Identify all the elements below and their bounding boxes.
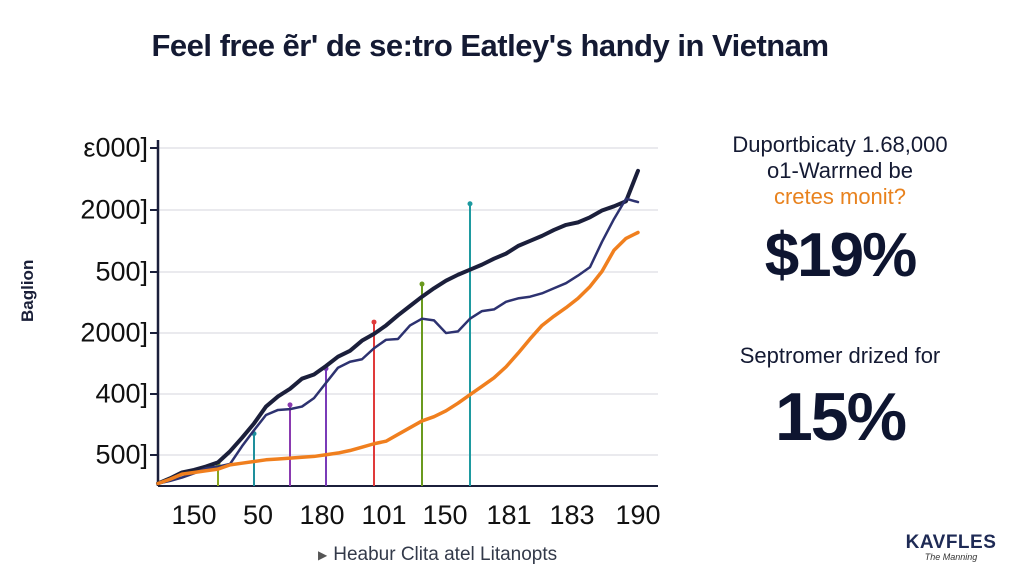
y-tick-label-3: 2000] bbox=[80, 317, 148, 348]
big-stat-value-2: 15% bbox=[774, 379, 907, 455]
series-line-0 bbox=[156, 168, 640, 486]
series-line-2 bbox=[156, 230, 640, 486]
y-tick-label-0: ε000] bbox=[83, 132, 148, 163]
stat-heading-line-2: o1-Warrned be bbox=[767, 158, 913, 183]
series-line-1 bbox=[156, 197, 640, 485]
y-tick-label-1: 2000] bbox=[80, 194, 148, 225]
x-tick-label-0: 150 bbox=[171, 500, 217, 530]
stat-heading-line-1: Duportbicaty 1.68,000 bbox=[732, 132, 948, 157]
brand-logo: KAVFLES The Manning bbox=[896, 532, 1006, 562]
legend: ▶ Heabur Clita atel Litanopts bbox=[318, 544, 557, 566]
drop-line-marker-4 bbox=[371, 319, 377, 325]
x-tick-label-1: 50 bbox=[242, 500, 274, 530]
x-tick-label-3: 101 bbox=[361, 500, 407, 530]
x-tick-label-4: 150 bbox=[422, 500, 468, 530]
logo-mark: KAVFLES bbox=[905, 532, 997, 553]
stat-heading-line-3: cretes monit? bbox=[773, 184, 907, 209]
x-tick-label-5: 181 bbox=[486, 500, 532, 530]
y-axis-label: Baglion bbox=[18, 259, 37, 322]
logo-tagline: The Manning bbox=[924, 552, 978, 562]
stat-subheading-2: Septromer drized for bbox=[739, 343, 941, 368]
drop-line-marker-2 bbox=[287, 402, 293, 408]
y-tick-label-4: 400] bbox=[95, 378, 148, 409]
drop-line-marker-5 bbox=[419, 281, 425, 287]
stats-panel: Duportbicaty 1.68,000 o1-Warrned be cret… bbox=[690, 132, 990, 210]
chart-title: Feel free ẽr' de se:tro Eatley's handy i… bbox=[151, 28, 829, 63]
y-tick-label-2: 500] bbox=[95, 256, 148, 287]
big-stat-value-1: $19% bbox=[764, 221, 918, 290]
x-tick-label-6: 183 bbox=[549, 500, 595, 530]
drop-line-marker-6 bbox=[467, 201, 473, 207]
x-tick-label-7: 190 bbox=[615, 500, 661, 530]
play-triangle-icon: ▶ bbox=[318, 548, 328, 562]
y-tick-label-5: 500] bbox=[95, 439, 148, 470]
legend-text: Heabur Clita atel Litanopts bbox=[333, 544, 558, 565]
x-tick-label-2: 180 bbox=[299, 500, 345, 530]
